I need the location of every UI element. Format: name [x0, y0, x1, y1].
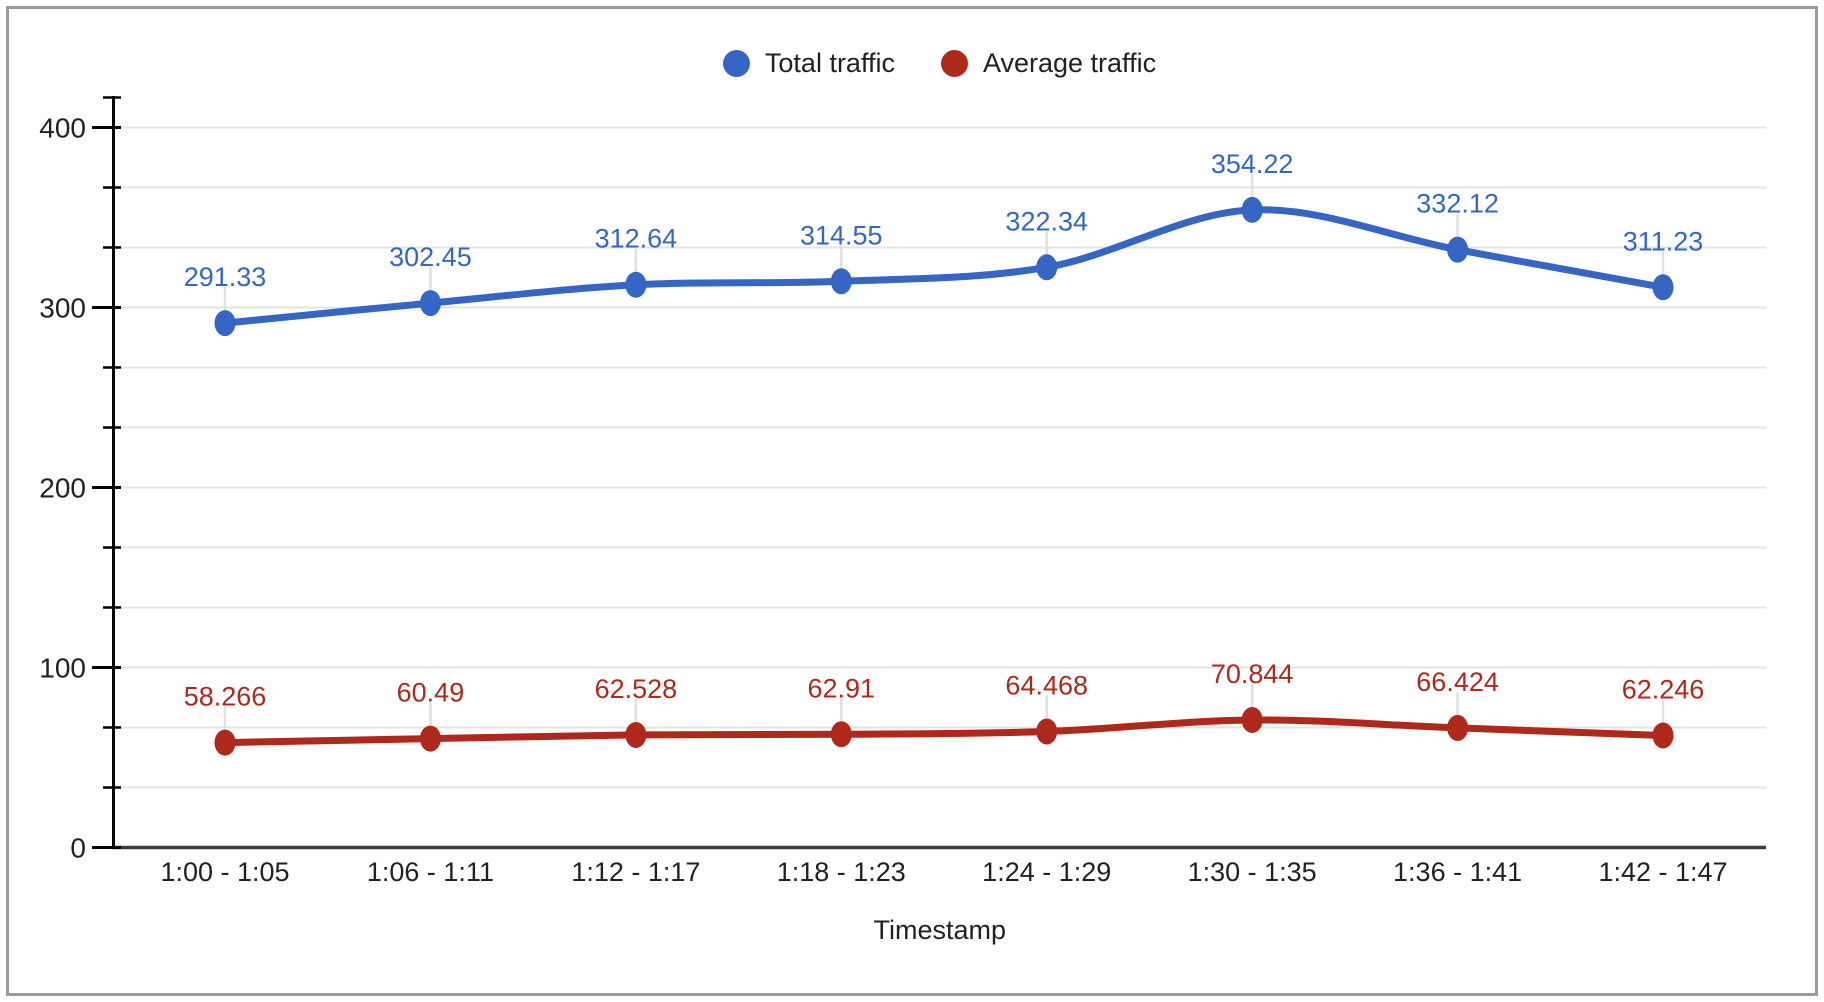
data-label-total-traffic: 312.64 — [595, 224, 678, 254]
x-tick-label: 1:12 - 1:17 — [571, 857, 700, 887]
data-point-average-traffic — [214, 729, 236, 756]
legend-label-total-traffic: Total traffic — [764, 47, 895, 78]
data-point-average-traffic — [1036, 718, 1058, 745]
data-label-average-traffic: 62.528 — [595, 674, 678, 704]
series-line-average-traffic — [221, 716, 1667, 747]
legend-item-average-traffic: Average traffic — [940, 47, 1157, 79]
data-label-average-traffic: 66.424 — [1416, 667, 1499, 697]
data-point-total-traffic — [1447, 236, 1469, 263]
data-label-average-traffic: 62.91 — [808, 673, 876, 703]
data-point-average-traffic — [625, 721, 647, 748]
legend-marker-average-traffic-icon — [940, 49, 968, 77]
data-point-average-traffic — [419, 725, 441, 752]
data-point-total-traffic — [625, 271, 647, 298]
data-label-total-traffic: 354.22 — [1211, 149, 1294, 179]
x-axis-title: Timestamp — [873, 915, 1006, 945]
data-label-total-traffic: 291.33 — [184, 262, 267, 292]
data-label-total-traffic: 302.45 — [389, 242, 472, 272]
y-tick-label: 400 — [39, 113, 86, 144]
data-point-average-traffic — [830, 721, 852, 748]
x-tick-label: 1:30 - 1:35 — [1188, 857, 1317, 887]
data-point-average-traffic — [1652, 722, 1674, 749]
data-point-average-traffic — [1241, 706, 1263, 733]
data-label-average-traffic: 64.468 — [1005, 670, 1088, 700]
y-tick-label: 300 — [39, 293, 86, 324]
chart-frame — [6, 6, 1818, 996]
x-tick-label: 1:18 - 1:23 — [777, 857, 906, 887]
x-tick-label: 1:36 - 1:41 — [1393, 857, 1522, 887]
data-point-total-traffic — [214, 310, 236, 337]
y-tick-label: 0 — [70, 833, 86, 864]
legend-item-total-traffic: Total traffic — [722, 47, 895, 79]
x-tick-label: 1:06 - 1:11 — [367, 857, 494, 887]
y-tick-label: 100 — [39, 653, 86, 684]
legend-label-average-traffic: Average traffic — [982, 47, 1157, 78]
data-label-average-traffic: 62.246 — [1622, 674, 1705, 704]
data-label-average-traffic: 70.844 — [1211, 659, 1294, 689]
legend-marker-total-traffic-icon — [722, 49, 750, 77]
data-label-average-traffic: 60.49 — [397, 678, 465, 708]
data-point-total-traffic — [1241, 196, 1263, 223]
data-label-total-traffic: 322.34 — [1005, 206, 1088, 236]
x-tick-label: 1:00 - 1:05 — [160, 857, 289, 887]
data-point-average-traffic — [1447, 714, 1469, 741]
data-label-total-traffic: 332.12 — [1416, 189, 1499, 219]
data-label-total-traffic: 311.23 — [1623, 226, 1704, 256]
chart-legend: Total traffic Average traffic — [113, 46, 1766, 80]
data-point-total-traffic — [419, 290, 441, 317]
series-line-total-traffic — [221, 206, 1667, 327]
data-point-total-traffic — [1652, 274, 1674, 301]
data-label-average-traffic: 58.266 — [184, 682, 267, 712]
y-tick-label: 200 — [39, 473, 86, 504]
data-label-total-traffic: 314.55 — [800, 220, 883, 250]
x-tick-label: 1:24 - 1:29 — [982, 857, 1111, 887]
data-point-total-traffic — [830, 268, 852, 295]
data-point-total-traffic — [1036, 254, 1058, 281]
x-tick-label: 1:42 - 1:47 — [1598, 857, 1727, 887]
